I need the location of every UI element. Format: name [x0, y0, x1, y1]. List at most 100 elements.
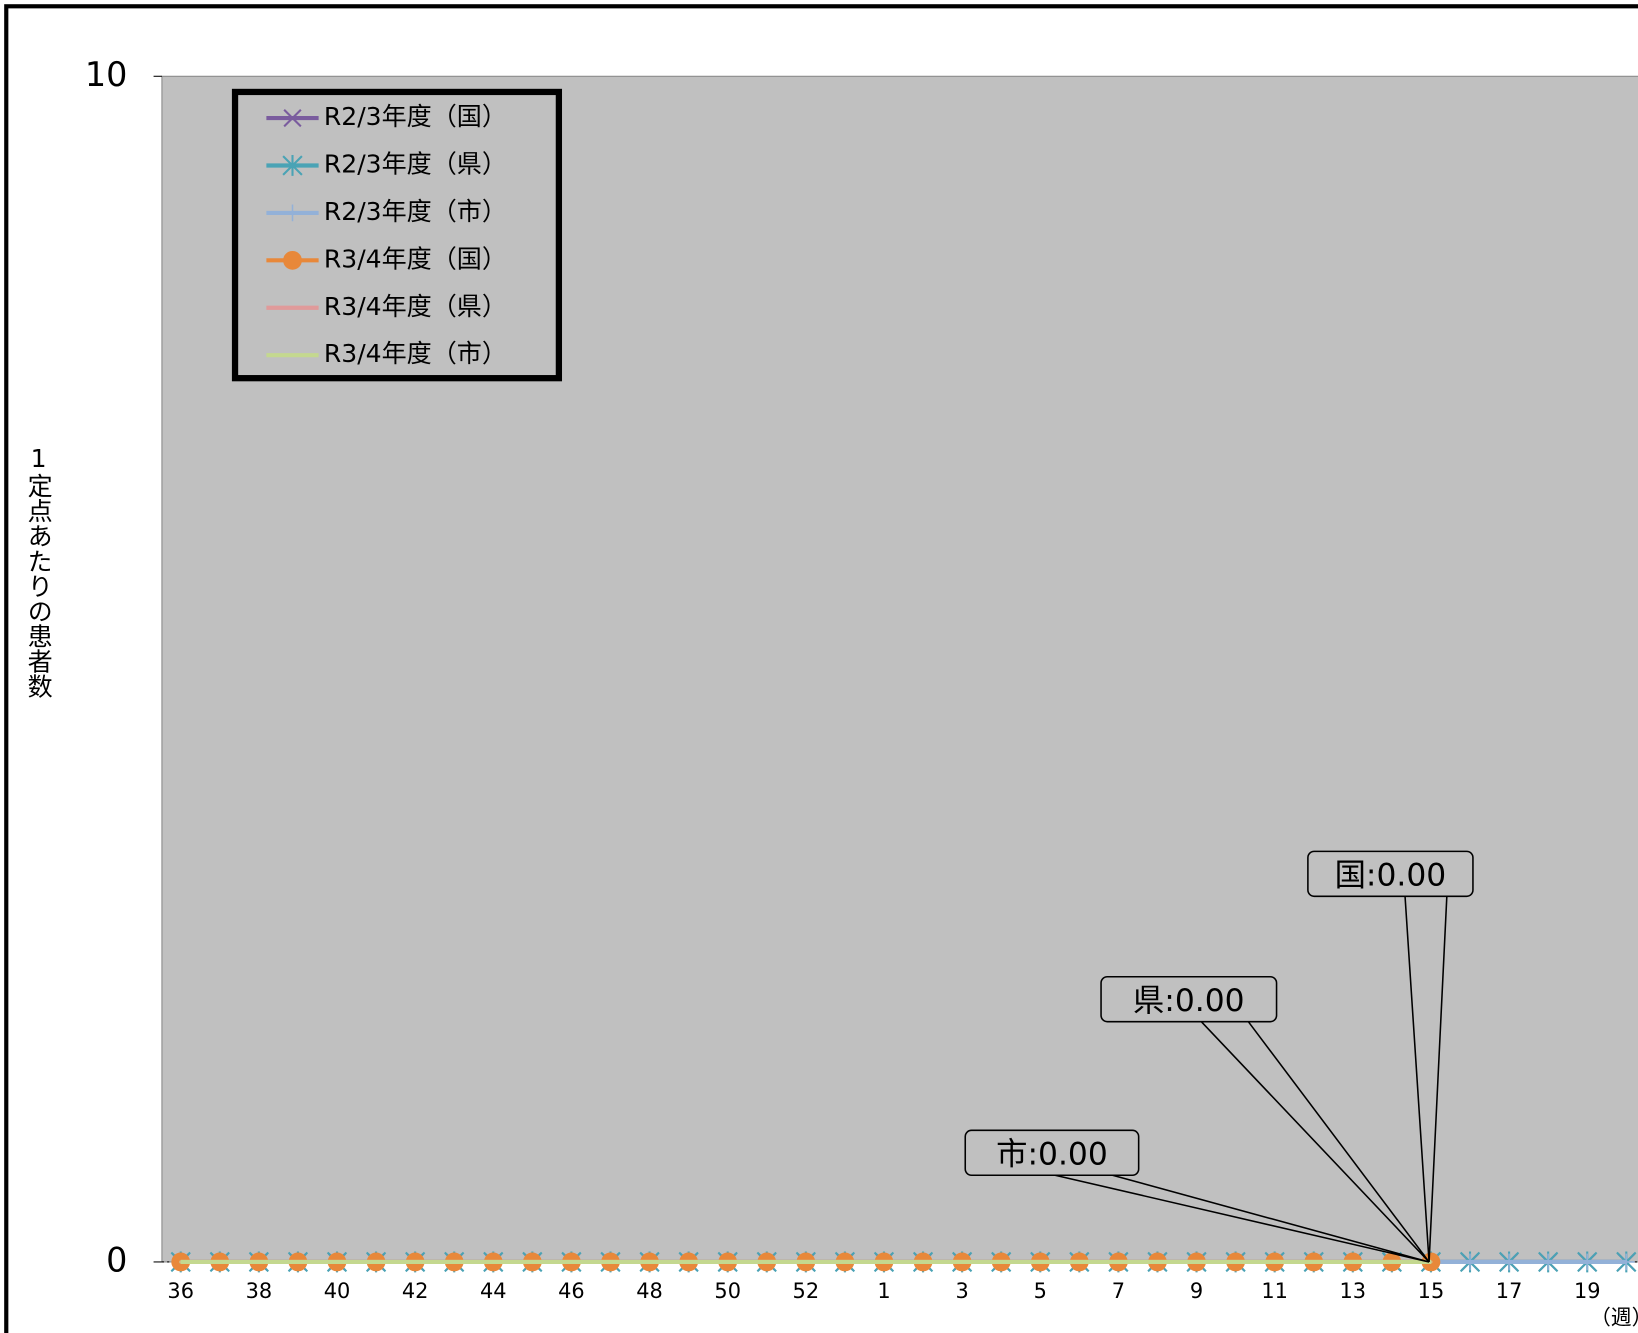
point	[283, 250, 302, 270]
marker	[335, 1260, 339, 1264]
x-tick-label: 5	[1034, 1279, 1047, 1303]
point	[608, 1260, 613, 1264]
callout-box	[1307, 850, 1474, 898]
point	[921, 1260, 925, 1264]
x-tick-label: 36	[167, 1279, 194, 1303]
marker	[257, 1260, 261, 1264]
annotation: 国:0.00	[1335, 857, 1447, 893]
marker	[1077, 1260, 1081, 1264]
point	[1539, 1253, 1557, 1271]
point	[1617, 1253, 1635, 1271]
y-axis-label: 1定点あたりの患者数	[24, 444, 53, 699]
callout-box	[964, 1129, 1140, 1177]
x-tick-label: 1	[877, 1279, 890, 1303]
annotation: 県:0.00	[1133, 983, 1245, 1019]
marker	[1312, 1260, 1316, 1264]
point	[335, 1260, 339, 1264]
point	[1578, 1253, 1596, 1271]
point	[726, 1260, 730, 1264]
point	[1390, 1260, 1394, 1264]
point	[179, 1260, 183, 1264]
point	[999, 1260, 1003, 1264]
x-tick-label: 48	[636, 1279, 663, 1303]
marker	[765, 1260, 769, 1264]
point	[765, 1260, 769, 1264]
x-tick-label: 40	[324, 1279, 351, 1303]
point	[1429, 1260, 1433, 1264]
point	[843, 1260, 847, 1264]
marker	[1234, 1260, 1238, 1264]
marker	[296, 1260, 300, 1264]
point	[804, 1260, 808, 1264]
marker	[1617, 1253, 1635, 1271]
marker	[284, 204, 301, 222]
point	[1500, 1253, 1518, 1271]
point	[282, 155, 303, 176]
legend-label: R3/4年度（県）	[324, 292, 507, 321]
x-tick-label: 7	[1112, 1279, 1125, 1303]
marker	[1194, 1260, 1199, 1264]
point	[1273, 1260, 1277, 1264]
x-tick-label: 13	[1340, 1279, 1367, 1303]
legend-label: R2/3年度（県）	[324, 149, 507, 178]
marker	[491, 1260, 495, 1264]
marker	[283, 108, 302, 128]
point	[257, 1260, 261, 1264]
marker	[1539, 1253, 1557, 1271]
point	[960, 1260, 964, 1264]
marker	[1461, 1253, 1479, 1271]
marker	[374, 1260, 378, 1264]
marker	[569, 1260, 573, 1264]
point	[218, 1260, 222, 1264]
marker	[283, 250, 302, 270]
marker	[1500, 1253, 1518, 1271]
marker	[1578, 1253, 1596, 1271]
marker	[882, 1260, 886, 1264]
point	[374, 1260, 378, 1264]
marker	[921, 1260, 925, 1264]
legend-label: R3/4年度（市）	[324, 339, 507, 368]
marker	[726, 1260, 730, 1264]
marker	[687, 1260, 691, 1264]
point	[530, 1260, 534, 1264]
point	[283, 108, 302, 128]
callout-box	[1100, 975, 1278, 1023]
x-tick-label: 19	[1574, 1279, 1601, 1303]
marker	[1273, 1260, 1277, 1264]
marker	[804, 1260, 808, 1264]
marker	[530, 1260, 534, 1264]
x-tick-label: 15	[1418, 1279, 1445, 1303]
marker	[282, 155, 303, 176]
marker	[1155, 1260, 1160, 1264]
point	[452, 1260, 456, 1264]
callout-pointer	[1054, 1174, 1430, 1263]
point	[687, 1260, 691, 1264]
chart-border	[4, 4, 1638, 1333]
point	[284, 204, 301, 222]
point	[491, 1260, 495, 1264]
legend-label: R2/3年度（市）	[324, 197, 507, 226]
x-tick-label: 3	[955, 1279, 968, 1303]
marker	[413, 1260, 417, 1264]
marker	[1429, 1260, 1433, 1264]
point	[647, 1260, 652, 1264]
point	[1038, 1260, 1042, 1264]
x-tick-label: 38	[246, 1279, 273, 1303]
x-tick-label: 42	[402, 1279, 429, 1303]
point	[413, 1260, 417, 1264]
x-tick-label: 52	[793, 1279, 820, 1303]
legend-box	[231, 88, 563, 382]
point	[1234, 1260, 1238, 1264]
marker	[1116, 1260, 1120, 1264]
marker	[843, 1260, 847, 1264]
x-axis-label: （週）	[1590, 1305, 1638, 1329]
x-tick-label: 46	[558, 1279, 585, 1303]
marker	[608, 1260, 613, 1264]
x-tick-label: 50	[714, 1279, 741, 1303]
y-tick-label: 10	[85, 55, 128, 94]
annotation: 市:0.00	[996, 1136, 1108, 1172]
point	[1155, 1260, 1160, 1264]
x-tick-label: 11	[1261, 1279, 1288, 1303]
x-tick-label: 9	[1190, 1279, 1203, 1303]
